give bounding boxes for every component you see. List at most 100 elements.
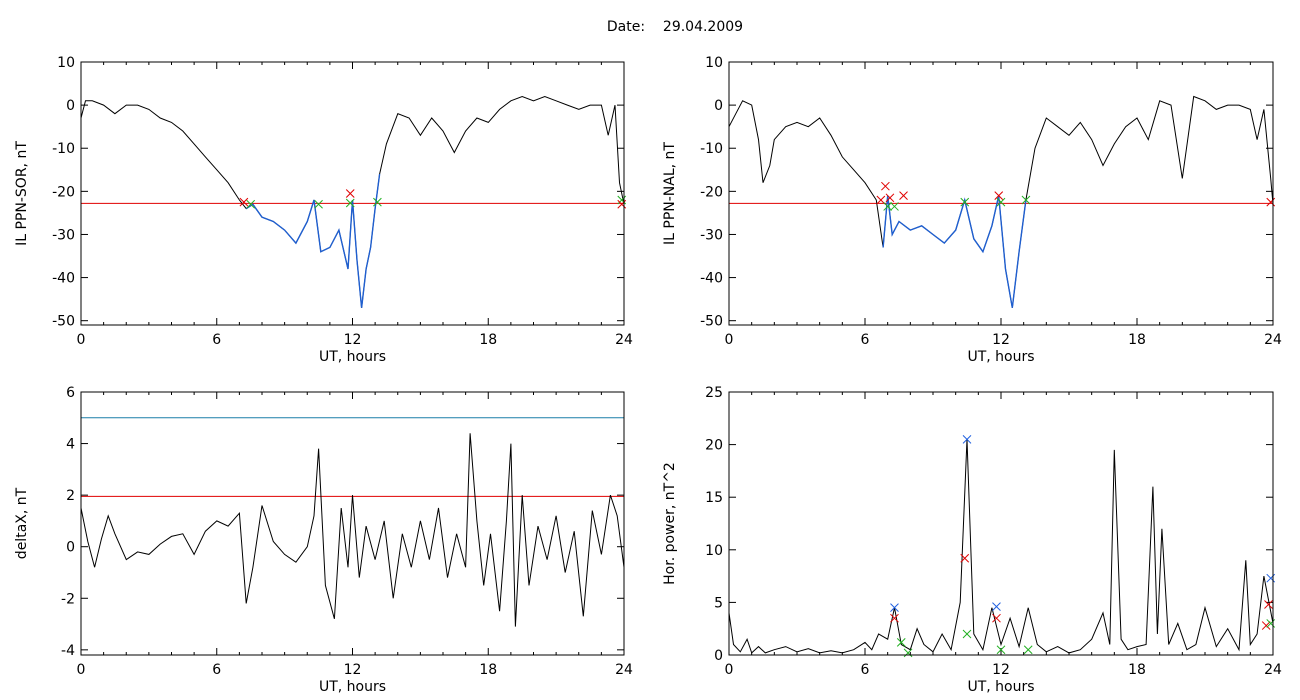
y-tick-label: 4 xyxy=(66,437,75,453)
event-marker xyxy=(314,199,323,209)
y-tick-label: 0 xyxy=(714,98,723,114)
event-marker xyxy=(617,195,627,205)
event-marker xyxy=(1021,195,1031,205)
y-tick-label: -2 xyxy=(61,591,75,607)
event-marker xyxy=(883,202,893,211)
x-tick-label: 6 xyxy=(861,662,870,678)
y-tick-label: -40 xyxy=(700,271,723,287)
chart-hor-power: 0 6 12 18 24 25 20 15 10 5 0 UT, hours Hor. power, n… xyxy=(662,385,1282,695)
x-tick-label: 24 xyxy=(615,332,633,348)
y-tick-label: -50 xyxy=(700,314,723,330)
y-tick-label: 25 xyxy=(705,385,723,401)
event-marker xyxy=(890,202,899,211)
event-marker xyxy=(881,181,890,191)
plot-frame xyxy=(80,391,625,656)
x-tick-label: 6 xyxy=(212,332,221,348)
x-tick-label: 12 xyxy=(992,332,1010,348)
y-tick-label: 10 xyxy=(705,543,723,559)
event-marker xyxy=(962,434,972,444)
x-axis-label: UT, hours xyxy=(319,679,386,695)
x-tick-label: 0 xyxy=(77,662,86,678)
y-tick-label: 0 xyxy=(66,540,75,556)
x-tick-label: 12 xyxy=(344,332,362,348)
event-marker xyxy=(239,197,249,207)
x-tick-label: 6 xyxy=(212,662,221,678)
y-tick-label: -30 xyxy=(700,227,723,243)
x-tick-label: 18 xyxy=(479,332,497,348)
y-tick-label: 15 xyxy=(705,490,723,506)
y-tick-label: 0 xyxy=(66,98,75,114)
event-marker xyxy=(960,553,970,563)
x-tick-label: 24 xyxy=(1264,332,1282,348)
y-tick-label: 6 xyxy=(66,385,75,401)
event-marker xyxy=(994,191,1004,201)
x-axis-label: UT, hours xyxy=(967,679,1034,695)
y-axis-label: IL PPN-NAL, nT xyxy=(662,142,678,245)
event-marker xyxy=(885,193,895,203)
x-axis-label: UT, hours xyxy=(319,349,386,365)
x-tick-label: 18 xyxy=(1128,662,1146,678)
series-highlight-line xyxy=(245,174,381,308)
y-tick-label: -10 xyxy=(52,141,75,157)
x-axis-label: UT, hours xyxy=(967,349,1034,365)
chart-ppn-sor: 0 6 12 18 24 10 0 -10 -20 -30 -40 -50 UT, hours IL PP… xyxy=(14,55,633,365)
y-tick-label: -40 xyxy=(52,271,75,287)
event-marker xyxy=(1266,573,1276,583)
y-tick-label: 2 xyxy=(66,488,75,504)
date-value: 29.04.2009 xyxy=(662,19,744,35)
event-marker xyxy=(1264,600,1273,609)
y-tick-label: 10 xyxy=(57,55,75,71)
y-axis-label: IL PPN-SOR, nT xyxy=(14,141,30,246)
y-tick-label: -50 xyxy=(52,314,75,330)
event-marker xyxy=(992,602,1001,611)
x-tick-label: 0 xyxy=(77,332,86,348)
event-marker xyxy=(962,629,972,639)
event-marker xyxy=(890,613,899,623)
y-tick-label: 10 xyxy=(705,55,723,71)
y-tick-label: 5 xyxy=(714,595,723,611)
x-tick-label: 18 xyxy=(479,662,497,678)
x-tick-label: 24 xyxy=(615,662,633,678)
event-marker xyxy=(1261,621,1271,630)
y-tick-label: 0 xyxy=(714,648,723,664)
event-marker xyxy=(896,638,906,647)
y-tick-label: -4 xyxy=(61,643,75,659)
event-marker xyxy=(890,603,899,613)
y-axis-label: Hor. power, nT^2 xyxy=(662,462,678,585)
event-marker xyxy=(1023,645,1033,655)
y-axis-label: deltaX, nT xyxy=(14,487,30,559)
y-tick-label: -10 xyxy=(700,141,723,157)
y-tick-label: -20 xyxy=(700,184,723,200)
event-marker xyxy=(899,191,908,201)
date-label: Date: xyxy=(606,19,646,35)
x-tick-label: 6 xyxy=(861,332,870,348)
x-tick-label: 0 xyxy=(725,332,734,348)
event-marker xyxy=(345,198,355,208)
event-marker xyxy=(996,197,1006,207)
x-tick-label: 18 xyxy=(1128,332,1146,348)
x-tick-label: 12 xyxy=(344,662,362,678)
chart-ppn-nal: 0 6 12 18 24 10 0 -10 -20 -30 -40 -50 UT, hours IL PP… xyxy=(662,55,1282,365)
event-marker xyxy=(996,645,1006,655)
y-tick-label: -30 xyxy=(52,227,75,243)
event-marker xyxy=(345,189,355,198)
plot-frame xyxy=(728,61,1274,326)
plot-frame xyxy=(80,61,625,326)
y-tick-label: -20 xyxy=(52,184,75,200)
x-tick-label: 24 xyxy=(1264,662,1282,678)
event-marker xyxy=(960,197,970,207)
event-marker xyxy=(1266,197,1276,207)
y-tick-label: 20 xyxy=(705,438,723,454)
event-marker xyxy=(903,648,913,658)
event-marker xyxy=(617,199,627,209)
x-tick-label: 0 xyxy=(725,662,734,678)
series-line xyxy=(80,433,625,627)
series-highlight-line xyxy=(882,195,1027,308)
chart-date-title: Date: 29.04.2009 xyxy=(0,19,1300,35)
chart-deltax: 0 6 12 18 24 6 4 2 0 -2 -4 UT, hours deltaX, nT xyxy=(14,385,633,695)
event-marker xyxy=(246,199,256,209)
plot-frame xyxy=(728,391,1274,656)
event-marker xyxy=(992,613,1001,623)
series-line xyxy=(728,439,1274,654)
